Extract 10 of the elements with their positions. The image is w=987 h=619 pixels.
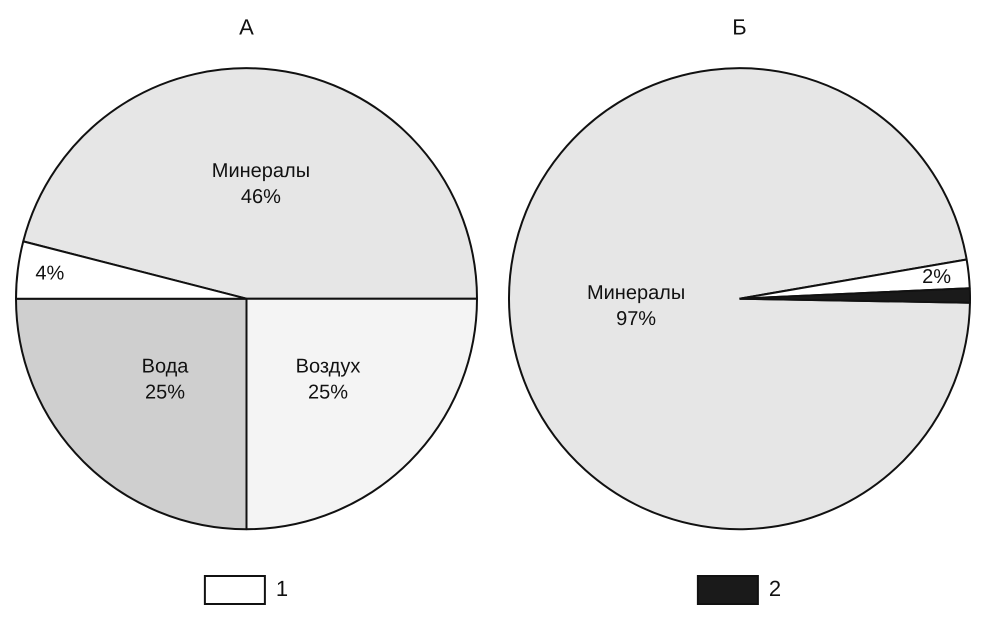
data-label: Минералы 97%: [586, 282, 686, 330]
chart-title: Б: [732, 14, 747, 40]
data-label: Минералы 46%: [212, 160, 310, 208]
data-label: 4%: [35, 262, 65, 284]
data-label: Воздух 25%: [296, 356, 360, 404]
data-label: 2%: [922, 266, 952, 288]
data-label: Вода 25%: [142, 356, 190, 404]
chart-title: А: [239, 14, 254, 40]
legend-label: 1: [276, 576, 288, 602]
legend-label: 2: [768, 576, 782, 602]
